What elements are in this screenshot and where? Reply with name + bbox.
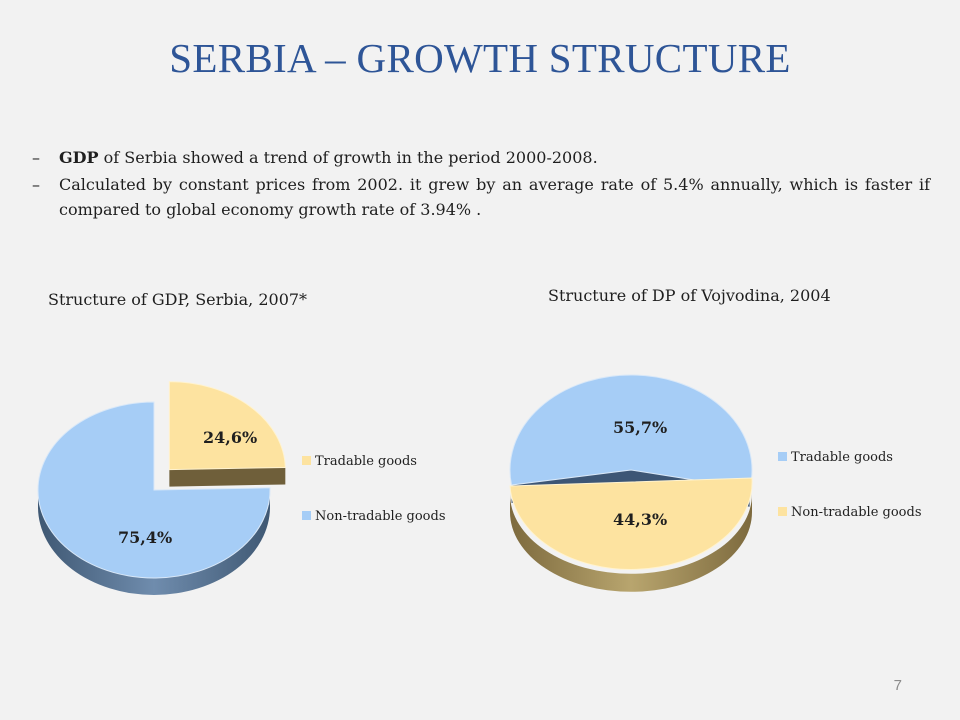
data-label-tradable: 24,6% [203, 428, 257, 447]
slice-non-tradable [37, 401, 271, 579]
slice-side-non-tradable-2 [510, 494, 752, 592]
slice-side-non-tradable [38, 490, 270, 595]
data-label-non-tradable-2: 44,3% [613, 510, 667, 529]
slice-wall-tradable [169, 467, 286, 487]
chart-title-vojvodina: Structure of DP of Vojvodina, 2004 [548, 286, 831, 305]
legend-swatch-tradable-1 [302, 456, 311, 465]
slice-tradable-2 [509, 374, 753, 490]
legend-label-non-tradable-2: Non-tradable goods [791, 505, 922, 520]
bullet-item: – GDP of Serbia showed a trend of growth … [32, 145, 930, 170]
legend-label-non-tradable-1: Non-tradable goods [315, 509, 446, 524]
legend-label-tradable-2: Tradable goods [791, 450, 893, 465]
bullet-dash: – [32, 175, 40, 194]
bullet-bold-term: GDP [59, 148, 99, 167]
bullet-list: – GDP of Serbia showed a trend of growth … [32, 145, 930, 224]
data-label-tradable-2: 55,7% [613, 418, 667, 437]
bullet-dash: – [32, 148, 40, 167]
slice-non-tradable-2 [509, 477, 753, 570]
legend-swatch-tradable-2 [778, 452, 787, 461]
chart-title-serbia: Structure of GDP, Serbia, 2007* [48, 290, 308, 309]
page-number: 7 [893, 677, 902, 694]
slice-tradable [168, 381, 286, 471]
slide-title: SERBIA – GROWTH STRUCTURE [169, 35, 791, 81]
bullet-text: Calculated by constant prices from 2002.… [59, 175, 930, 219]
legend-swatch-non-tradable-1 [302, 511, 311, 520]
legend-swatch-non-tradable-2 [778, 507, 787, 516]
legend-label-tradable-1: Tradable goods [315, 454, 417, 469]
bullet-text: of Serbia showed a trend of growth in th… [98, 148, 598, 167]
bullet-item: – Calculated by constant prices from 2002… [32, 172, 930, 222]
data-label-non-tradable: 75,4% [118, 528, 172, 547]
